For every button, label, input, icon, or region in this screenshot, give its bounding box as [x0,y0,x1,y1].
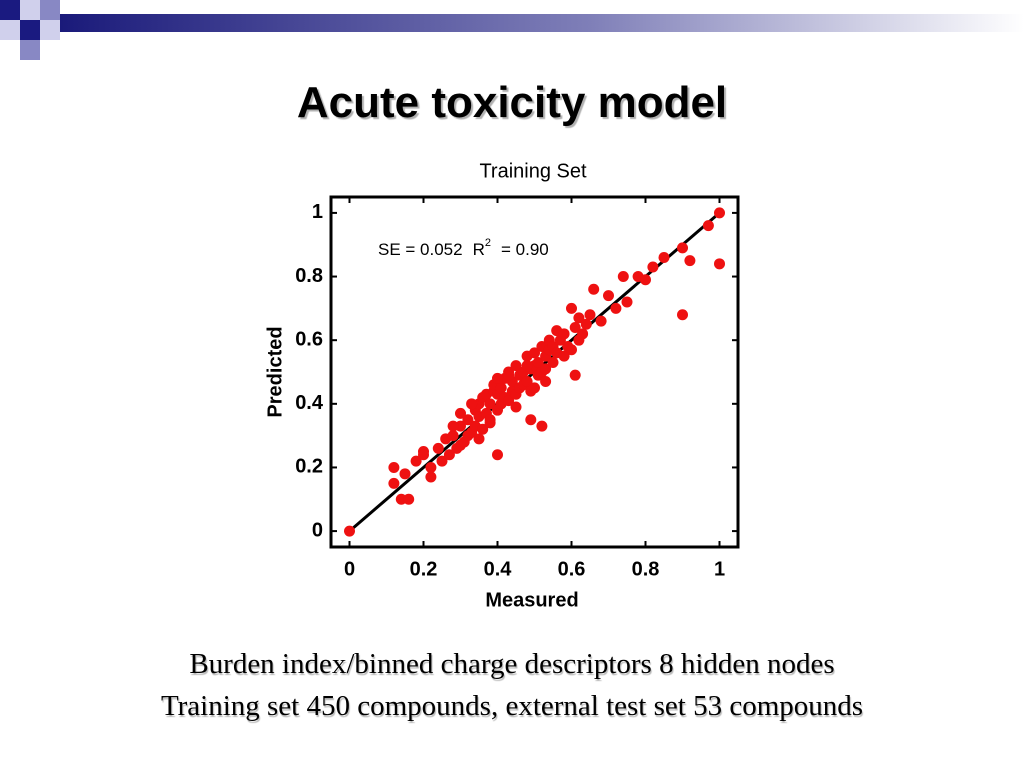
annotation: SE = 0.052 R2 = 0.90 [378,237,549,260]
data-point [595,315,607,327]
data-point [714,207,725,219]
annotation-part: = 0.90 [501,240,549,259]
data-point [658,251,670,263]
data-point [647,261,659,273]
data-point [410,455,422,467]
data-point [432,442,444,454]
data-point [588,283,600,295]
data-point [577,328,589,340]
data-point [492,449,503,461]
caption-line: Burden index/binned charge descriptors 8… [189,648,835,680]
x-tick-label: 0 [344,558,355,580]
y-tick-label: 0.2 [295,456,323,478]
y-tick-label: 0.4 [295,392,324,414]
slide-title: Acute toxicity model [296,78,728,127]
data-point [558,328,570,340]
data-point [388,461,400,473]
data-point [566,344,577,356]
data-point [540,376,552,388]
x-axis-label: Measured [485,589,578,611]
data-point [503,395,515,407]
data-point [714,258,725,270]
data-point [455,407,466,419]
x-tick-label: 0.2 [410,558,438,580]
data-point [529,347,540,359]
data-point [473,433,485,445]
caption-line: Training set 450 compounds, external tes… [160,690,864,722]
data-point [503,369,515,381]
data-point [418,449,429,461]
data-point [584,309,596,321]
x-tick-label: 0.8 [632,558,660,580]
data-point [532,356,544,368]
data-point [462,414,474,426]
data-point [344,525,355,537]
data-point [403,493,415,505]
data-point [425,471,437,483]
y-tick-label: 0.8 [295,265,323,287]
data-point [510,401,522,413]
data-point [580,318,592,330]
data-point [569,369,581,381]
data-point [525,414,537,426]
annotation-part: SE = 0.052 [378,240,463,259]
y-tick-label: 0.6 [295,328,323,350]
data-point [447,420,459,432]
data-point [495,382,507,394]
data-point [492,372,503,384]
x-tick-label: 0.6 [558,558,586,580]
data-point [510,360,522,372]
data-point [443,449,455,461]
data-point [569,321,581,333]
data-point [484,398,496,410]
data-point [603,290,614,302]
y-tick-label: 0 [312,519,323,541]
chart: Training Set Measured Predicted 0 0.2 0.4 0.6 0… [264,160,740,611]
data-point [425,461,437,473]
data-point [640,274,651,286]
decoration [0,0,1024,60]
data-point [399,468,411,480]
annotation-part: 2 [485,237,491,249]
data-point [573,312,585,324]
data-point [617,271,629,283]
data-point [388,477,400,489]
data-point [677,309,688,321]
data-point [529,382,540,394]
annotation-part: R [473,240,485,259]
data-point [684,255,696,267]
data-point [547,356,559,368]
data-point [540,363,552,375]
data-point [477,423,489,435]
data-point [621,296,633,308]
data-point [466,398,478,410]
data-point [536,420,548,432]
data-point [566,302,577,314]
chart-title: Training Set [479,160,587,182]
data-point [610,302,622,314]
data-point [677,242,688,254]
x-tick-label: 1 [714,558,725,580]
y-tick-label: 1 [312,201,323,223]
data-point [702,220,714,232]
data-point [558,350,570,362]
data-point [436,455,448,467]
plot-frame [329,195,740,549]
data-point [447,430,459,442]
y-axis-label: Predicted [264,326,286,417]
data-point [484,417,496,429]
x-tick-label: 0.4 [484,558,513,580]
data-point [521,360,533,372]
data-point [521,376,533,388]
